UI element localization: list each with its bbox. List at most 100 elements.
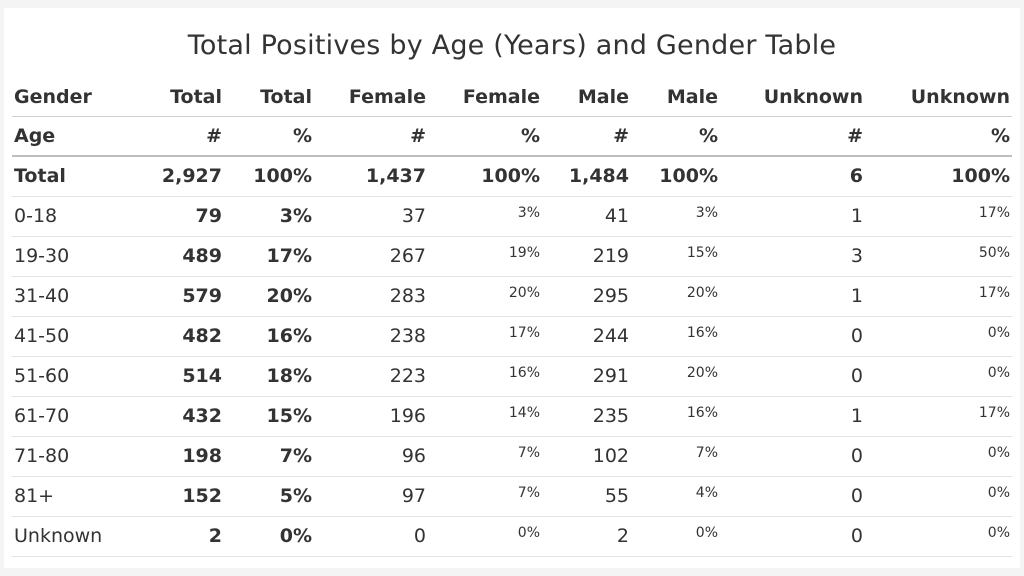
cell-female-count: 1,437 — [314, 156, 428, 197]
header-unit-count: # — [542, 115, 631, 157]
cell-female-pct: 0% — [428, 516, 542, 557]
cell-unknown-pct: 100% — [865, 156, 1012, 197]
cell-total-count: 2 — [124, 516, 224, 557]
header-unit-count: # — [314, 115, 428, 157]
cell-unknown-count: 3 — [720, 236, 865, 277]
header-male-count: Male — [577, 85, 629, 108]
cell-female-pct: 17% — [428, 316, 542, 357]
header-unit-pct: % — [224, 115, 314, 157]
header-unknown-pct: Unknown — [910, 85, 1010, 108]
cell-male-count: 2 — [542, 516, 631, 557]
cell-total-pct: 5% — [224, 476, 314, 517]
cell-male-pct: 3% — [631, 196, 720, 237]
cell-male-count: 55 — [542, 476, 631, 517]
cell-male-pct: 16% — [631, 396, 720, 437]
cell-unknown-pct: 0% — [865, 356, 1012, 397]
cell-unknown-pct: 0% — [865, 516, 1012, 557]
cell-total-pct: 3% — [224, 196, 314, 237]
cell-female-pct: 20% — [428, 276, 542, 317]
cell-unknown-count: 0 — [720, 316, 865, 357]
cell-female-pct: 3% — [428, 196, 542, 237]
cell-age-label: 81+ — [12, 476, 124, 517]
cell-total-pct: 7% — [224, 436, 314, 477]
cell-female-count: 283 — [314, 276, 428, 317]
cell-unknown-count: 0 — [720, 476, 865, 517]
cell-male-count: 1,484 — [542, 156, 631, 197]
cell-unknown-pct: 0% — [865, 436, 1012, 477]
table-row: 41-50 482 16% 238 17% 244 16% 0 0% — [12, 316, 1012, 357]
cell-unknown-pct: 17% — [865, 276, 1012, 317]
cell-total-pct: 18% — [224, 356, 314, 397]
table-row: 19-30 489 17% 267 19% 219 15% 3 50% — [12, 236, 1012, 277]
cell-age-label: 19-30 — [12, 236, 124, 277]
table-card: Total Positives by Age (Years) and Gende… — [4, 8, 1020, 568]
cell-female-pct: 14% — [428, 396, 542, 437]
cell-total-pct: 15% — [224, 396, 314, 437]
cell-age-label: 31-40 — [12, 276, 124, 317]
cell-male-pct: 7% — [631, 436, 720, 477]
table-row: 61-70 432 15% 196 14% 235 16% 1 17% — [12, 396, 1012, 437]
cell-total-count: 432 — [124, 396, 224, 437]
cell-female-pct: 19% — [428, 236, 542, 277]
header-unit-count: # — [124, 115, 224, 157]
cell-male-count: 41 — [542, 196, 631, 237]
header-gender: Gender — [14, 85, 92, 108]
cell-male-pct: 0% — [631, 516, 720, 557]
cell-total-pct: 0% — [224, 516, 314, 557]
table-title: Total Positives by Age (Years) and Gende… — [187, 30, 837, 61]
cell-total-pct: 16% — [224, 316, 314, 357]
cell-female-count: 196 — [314, 396, 428, 437]
header-row-gender: Gender Total Total Female Female Male Ma… — [12, 78, 1012, 116]
cell-age-label: 71-80 — [12, 436, 124, 477]
cell-male-count: 219 — [542, 236, 631, 277]
cell-age-label: 51-60 — [12, 356, 124, 397]
cell-total-pct: 20% — [224, 276, 314, 317]
cell-unknown-count: 6 — [720, 156, 865, 197]
header-row-age: Age # % # % # % # % — [12, 115, 1012, 157]
header-unit-pct: % — [865, 115, 1012, 157]
cell-unknown-count: 1 — [720, 276, 865, 317]
cell-female-count: 37 — [314, 196, 428, 237]
cell-male-count: 102 — [542, 436, 631, 477]
cell-total-count: 489 — [124, 236, 224, 277]
positives-table: Gender Total Total Female Female Male Ma… — [12, 78, 1012, 557]
header-total-pct: Total — [260, 85, 312, 108]
cell-unknown-count: 1 — [720, 396, 865, 437]
header-female-pct: Female — [462, 85, 540, 108]
cell-unknown-pct: 17% — [865, 196, 1012, 237]
cell-unknown-count: 0 — [720, 356, 865, 397]
cell-total-count: 579 — [124, 276, 224, 317]
cell-female-pct: 100% — [428, 156, 542, 197]
table-body: Total 2,927 100% 1,437 100% 1,484 100% 6 100% 0-1… — [12, 156, 1012, 557]
cell-male-count: 244 — [542, 316, 631, 357]
header-unit-count: # — [720, 115, 865, 157]
cell-total-pct: 17% — [224, 236, 314, 277]
header-unit-pct: % — [428, 115, 542, 157]
cell-age-label: Total — [12, 156, 124, 197]
header-unknown-count: Unknown — [763, 85, 863, 108]
table-row: 71-80 198 7% 96 7% 102 7% 0 0% — [12, 436, 1012, 477]
header-male-pct: Male — [666, 85, 718, 108]
table-row: Unknown 2 0% 0 0% 2 0% 0 0% — [12, 516, 1012, 557]
cell-unknown-count: 0 — [720, 436, 865, 477]
cell-age-label: 0-18 — [12, 196, 124, 237]
cell-female-count: 0 — [314, 516, 428, 557]
cell-unknown-pct: 17% — [865, 396, 1012, 437]
cell-female-count: 97 — [314, 476, 428, 517]
cell-male-pct: 100% — [631, 156, 720, 197]
cell-total-count: 152 — [124, 476, 224, 517]
cell-total-count: 514 — [124, 356, 224, 397]
cell-age-label: 61-70 — [12, 396, 124, 437]
header-female-count: Female — [348, 85, 426, 108]
table-row: Total 2,927 100% 1,437 100% 1,484 100% 6 100% — [12, 156, 1012, 197]
cell-unknown-pct: 50% — [865, 236, 1012, 277]
cell-unknown-pct: 0% — [865, 316, 1012, 357]
table-row: 31-40 579 20% 283 20% 295 20% 1 17% — [12, 276, 1012, 317]
cell-female-count: 223 — [314, 356, 428, 397]
cell-total-count: 482 — [124, 316, 224, 357]
cell-age-label: 41-50 — [12, 316, 124, 357]
cell-age-label: Unknown — [12, 516, 124, 557]
cell-male-pct: 20% — [631, 356, 720, 397]
cell-male-count: 295 — [542, 276, 631, 317]
cell-male-count: 235 — [542, 396, 631, 437]
